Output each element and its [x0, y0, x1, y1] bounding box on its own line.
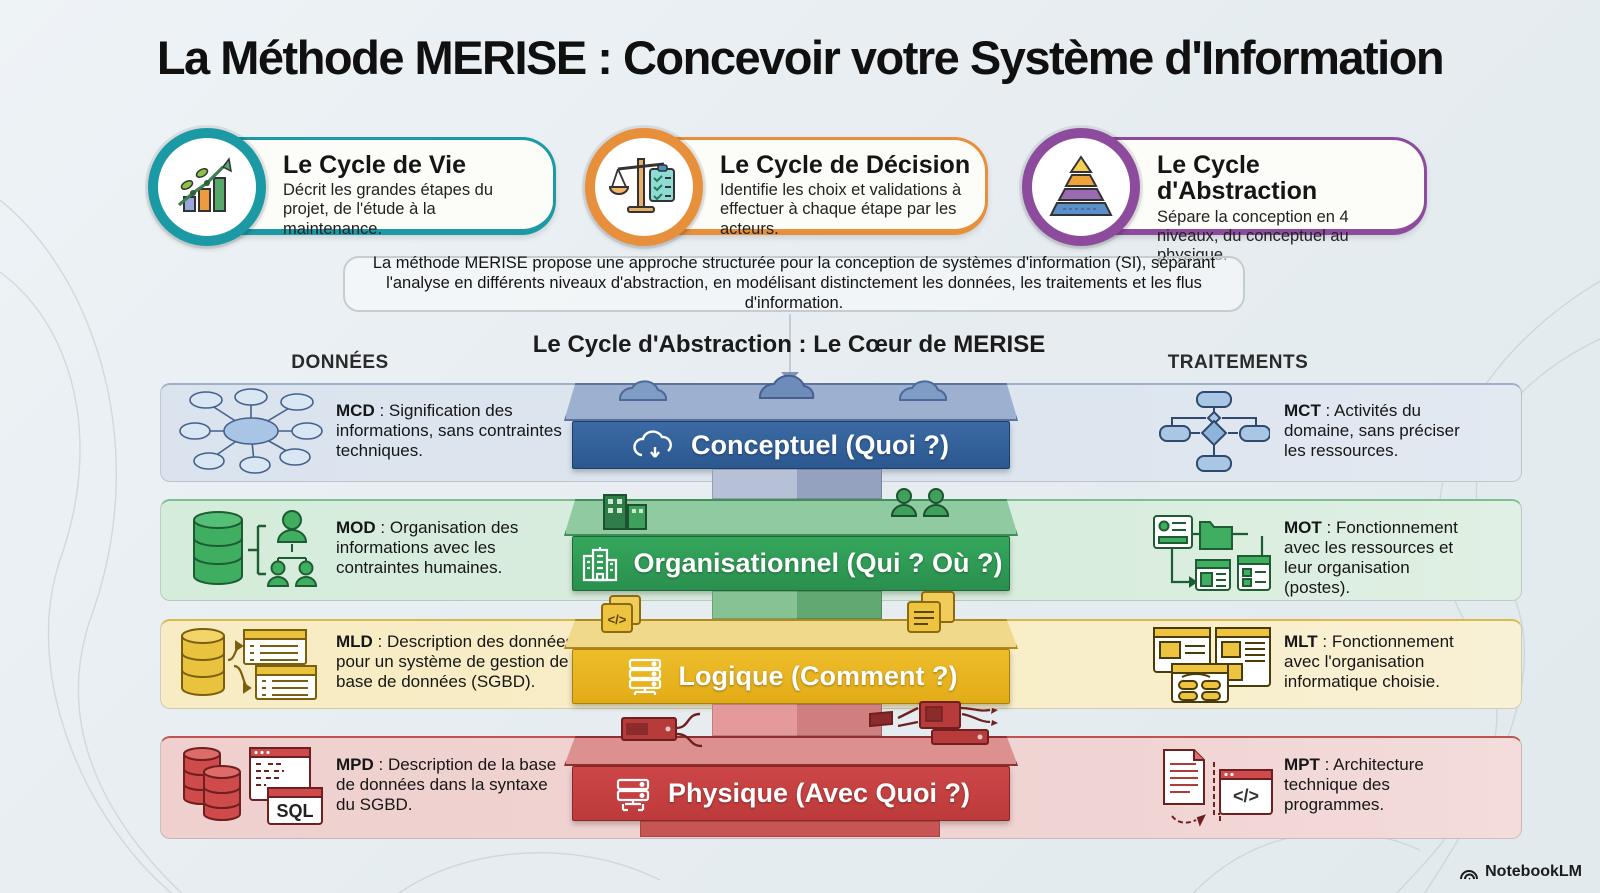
intro-box: La méthode MERISE propose une approche s… [343, 254, 1245, 312]
intro-text: La méthode MERISE propose une approche s… [372, 254, 1216, 312]
mot-resources-flow-icon [1152, 506, 1274, 594]
building-icon [580, 546, 620, 582]
people-decoration [890, 488, 950, 517]
mld-database-tables-icon [178, 626, 328, 702]
column-header-traitements: TRAITEMENTS [1167, 352, 1309, 373]
connector-conceptuel-organisationnel [712, 469, 882, 499]
mlt-text: MLT : Fonctionnement avec l'organisation… [1284, 632, 1479, 692]
card-title: Le Cycle de Vie [283, 151, 466, 179]
mct-flowchart-icon [1158, 390, 1270, 472]
hardware-devices-decoration [869, 701, 998, 745]
mpt-desc: : Architecture technique des programmes. [1284, 755, 1424, 814]
card-cycle-d-abstraction: Le Cycle d'Abstraction Sépare la concept… [1022, 128, 1427, 264]
cloud-decorations [618, 374, 948, 401]
mod-text: MOD : Organisation des informations avec… [336, 518, 568, 578]
sql-label: SQL [276, 801, 313, 821]
server-stack-icon [625, 658, 665, 696]
watermark-label: NotebookLM [1485, 863, 1582, 880]
mod-desc: : Organisation des informations avec les… [336, 518, 519, 577]
card-title: Le Cycle de Décision [720, 151, 971, 179]
level-label: Conceptuel (Quoi ?) [691, 429, 949, 460]
hardware-box-decoration [621, 712, 703, 748]
physique-base-block [640, 821, 940, 837]
mlt-app-windows-icon [1152, 624, 1274, 704]
mld-text: MLD : Description des données pour un sy… [336, 632, 576, 692]
mcd-entity-cloud-icon [176, 388, 326, 474]
hardware-icon [612, 776, 654, 812]
card-title: Le Cycle d'Abstraction [1157, 151, 1318, 206]
mpd-desc: : Description de la base de données dans… [336, 755, 557, 814]
mlt-desc: : Fonctionnement avec l'organisation inf… [1284, 632, 1454, 691]
mct-desc: : Activités du domaine, sans préciser le… [1284, 401, 1460, 460]
core-heading: Le Cycle d'Abstraction : Le Cœur de MERI… [532, 331, 1046, 358]
card-description: Décrit les grandes étapes du projet, de … [283, 181, 494, 238]
card-ring [1022, 128, 1140, 246]
list-files-decoration [907, 591, 955, 633]
mcd-abbr: MCD [336, 401, 375, 420]
mpd-text: MPD : Description de la base de données … [336, 755, 568, 815]
mot-text: MOT : Fonctionnement avec les ressources… [1284, 518, 1479, 598]
page-title: La Méthode MERISE : Concevoir votre Syst… [156, 31, 1445, 84]
code-files-decoration: </> [601, 595, 641, 633]
notebooklm-watermark: NotebookLM [1459, 863, 1582, 881]
card-ring [585, 128, 703, 246]
mcd-text: MCD : Signification des informations, sa… [336, 401, 568, 461]
card-cycle-de-vie: Le Cycle de Vie Décrit les grandes étape… [148, 128, 556, 250]
level-bar-conceptuel: Conceptuel (Quoi ?) [572, 421, 1010, 469]
mpd-abbr: MPD [336, 755, 374, 774]
level-bar-physique: Physique (Avec Quoi ?) [572, 766, 1010, 821]
card-description: Identifie les choix et validations à eff… [720, 181, 962, 238]
mld-abbr: MLD [336, 632, 373, 651]
mlt-abbr: MLT [1284, 632, 1318, 651]
connector-logique-physique [712, 704, 882, 736]
svg-text:</>: </> [608, 612, 627, 627]
level-label: Logique (Comment ?) [678, 661, 958, 691]
mcd-desc: : Signification des informations, sans c… [336, 401, 562, 460]
level-bar-logique: Logique (Comment ?) [572, 649, 1010, 704]
card-cycle-de-decision: Le Cycle de Décision Identifie les choix… [585, 128, 988, 250]
mpt-document-code-icon: </> [1158, 746, 1274, 830]
growth-chart-icon [171, 151, 243, 223]
mot-abbr: MOT [1284, 518, 1322, 537]
connector-line [789, 314, 791, 376]
card-ring [148, 128, 266, 246]
code-label: </> [1233, 786, 1259, 806]
connector-organisationnel-logique [712, 591, 882, 619]
pyramid-icon [1045, 151, 1117, 223]
mct-abbr: MCT [1284, 401, 1321, 420]
cloud-icon [633, 429, 677, 461]
mpt-abbr: MPT [1284, 755, 1320, 774]
mct-text: MCT : Activités du domaine, sans précise… [1284, 401, 1474, 461]
building-decoration [603, 494, 647, 530]
mpt-text: MPT : Architecture technique des program… [1284, 755, 1474, 815]
mod-database-orgchart-icon [186, 506, 326, 594]
mod-abbr: MOD [336, 518, 376, 537]
mld-desc: : Description des données pour un systèm… [336, 632, 575, 691]
balance-scale-icon [608, 151, 680, 223]
level-label: Organisationnel (Qui ? Où ?) [633, 548, 1003, 578]
mpd-database-sql-icon: SQL [178, 742, 328, 830]
mot-desc: : Fonctionnement avec les ressources et … [1284, 518, 1458, 597]
column-header-donnees: DONNÉES [291, 352, 389, 373]
level-label: Physique (Avec Quoi ?) [667, 778, 971, 808]
level-bar-organisationnel: Organisationnel (Qui ? Où ?) [572, 536, 1010, 591]
notebooklm-logo-icon [1459, 863, 1479, 881]
